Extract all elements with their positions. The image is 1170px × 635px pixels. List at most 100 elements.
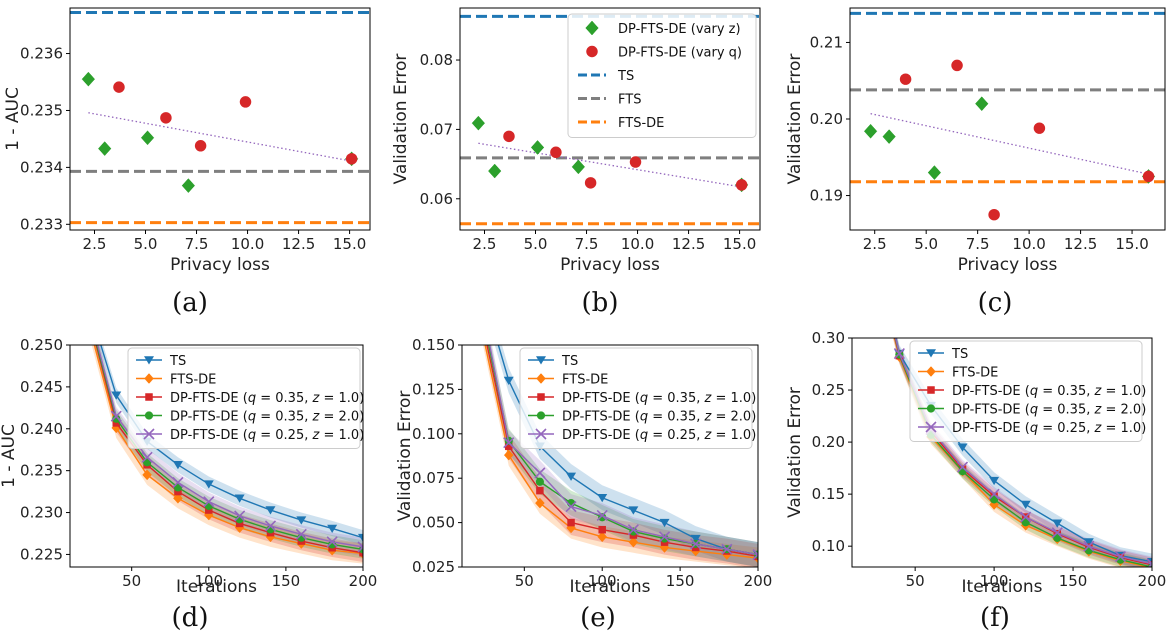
x-tick-label: 2.5: [863, 235, 887, 253]
axes-frame: [849, 7, 1166, 231]
series-marker-4: [172, 476, 184, 488]
legend-q-value: 0.35: [1057, 384, 1086, 399]
legend-prefix: DP-FTS-DE: [170, 410, 239, 425]
x-tick-label: 50: [515, 572, 534, 590]
legend-paren-open: (: [239, 428, 248, 443]
panel-f-plot-area: 50 100 150 200 0.10 0.15 0.20 0.25 0.30 Iteration…: [785, 329, 1166, 597]
legend-label: DP-FTS-DE (vary q): [618, 46, 742, 61]
legend-paren-close: ): [359, 391, 364, 406]
data-point-vary-q: [1033, 122, 1046, 134]
y-tick-label: 0.125: [412, 380, 455, 398]
legend-label: FTS-DE: [952, 366, 998, 381]
panel-f-caption: (f): [980, 603, 1010, 633]
legend-label: DP-FTS-DE (q = 0.25, z = 1.0): [562, 428, 756, 443]
legend-z-symbol: z: [1094, 403, 1103, 418]
series-marker-1: [597, 531, 608, 543]
legend-paren-close: ): [751, 410, 756, 425]
y-tick-label: 0.150: [412, 336, 455, 354]
legend-z-symbol: z: [704, 428, 713, 443]
legend-paren-close: ): [751, 428, 756, 443]
legend-z-value: 1.0: [731, 428, 752, 443]
legend-label: FTS-DE: [618, 116, 664, 131]
series-marker-4: [690, 538, 702, 550]
legend-q-value: 0.35: [1057, 403, 1086, 418]
data-point-vary-z: [81, 71, 96, 87]
x-tick-label: 100: [588, 572, 617, 590]
trend-line: [478, 142, 742, 188]
legend-comma: ,: [304, 410, 312, 425]
legend-paren-close: ): [359, 410, 364, 425]
series-marker-0: [1020, 500, 1031, 510]
legend-label: FTS-DE: [170, 373, 216, 388]
data-point-vary-z: [98, 141, 112, 156]
series-marker-0: [80, 291, 90, 299]
trend-line: [870, 113, 1149, 175]
x-axis-label: Privacy loss: [170, 255, 270, 275]
series-marker-0: [234, 494, 245, 503]
y-axis-label: Validation Error: [395, 391, 415, 522]
legend-label: FTS: [618, 93, 641, 108]
legend-q-value: 0.35: [275, 391, 304, 406]
y-axis-label: Validation Error: [391, 54, 411, 185]
y-axis-label: 1 - AUC: [3, 87, 23, 151]
x-tick-label: 12.5: [1064, 235, 1097, 253]
y-axis-label: 1 - AUC: [0, 424, 19, 488]
series-marker-4: [110, 410, 122, 422]
legend-paren-close: ): [359, 428, 364, 443]
y-tick-label: 0.050: [412, 514, 455, 532]
series-marker-1: [535, 497, 545, 509]
x-tick-label: 200: [349, 572, 378, 590]
legend-z-value: 1.0: [339, 391, 360, 406]
series-marker-0: [172, 461, 183, 470]
series-band-2: [484, 345, 758, 567]
legend-z-value: 1.0: [1121, 384, 1142, 399]
legend-swatch-marker: [536, 373, 546, 384]
data-point-vary-q: [345, 153, 358, 165]
x-tick-label: 15.0: [333, 235, 366, 253]
legend-z-symbol: z: [312, 391, 321, 406]
series-marker-4: [956, 461, 969, 473]
y-tick-label: 0.10: [812, 537, 845, 555]
series-marker-4: [203, 496, 215, 508]
series-marker-0: [358, 533, 363, 543]
series-marker-2: [235, 519, 244, 528]
series-marker-4: [752, 549, 758, 561]
y-tick-label: 0.235: [20, 462, 63, 480]
legend-swatch-marker: [536, 356, 546, 365]
legend-paren-close: ): [751, 391, 756, 406]
x-tick-label: 5.0: [134, 235, 158, 253]
series-band-4: [95, 345, 363, 557]
plot-data-layer: [892, 338, 1152, 567]
series-marker-0: [1083, 538, 1094, 547]
legend-label: DP-FTS-DE (q = 0.35, z = 1.0): [952, 384, 1146, 399]
legend-q-symbol: q: [248, 428, 256, 443]
legend-comma: ,: [1086, 403, 1094, 418]
x-tick-label: 10.0: [231, 235, 264, 253]
series-marker-1: [142, 469, 152, 481]
series-marker-1: [473, 304, 482, 314]
data-point-vary-z: [863, 123, 878, 139]
legend-label: DP-FTS-DE (vary z): [618, 22, 741, 37]
legend-paren-open: (: [239, 410, 248, 425]
series-marker-0: [111, 391, 122, 400]
series-line-1: [484, 345, 758, 559]
y-axis-label: Validation Error: [785, 387, 805, 518]
series-marker-0: [566, 472, 577, 481]
legend-prefix: DP-FTS-DE: [170, 428, 239, 443]
series-marker-4: [1114, 551, 1126, 563]
series-marker-4: [473, 278, 483, 288]
legend-swatch-marker: [926, 349, 936, 358]
legend-eq: =: [319, 428, 338, 443]
legend-label: DP-FTS-DE (q = 0.35, z = 2.0): [170, 410, 364, 425]
legend-swatch-marker: [145, 393, 153, 401]
legend-prefix: DP-FTS-DE: [562, 428, 631, 443]
x-tick-label: 50: [122, 572, 141, 590]
series-marker-3: [112, 414, 121, 423]
series-marker-0: [597, 493, 608, 503]
data-point-vary-z: [181, 178, 196, 193]
legend-paren-open: (: [1021, 384, 1030, 399]
y-tick-label: 0.245: [20, 378, 63, 396]
legend-eq: =: [1038, 421, 1057, 436]
series-marker-4: [988, 488, 1000, 500]
